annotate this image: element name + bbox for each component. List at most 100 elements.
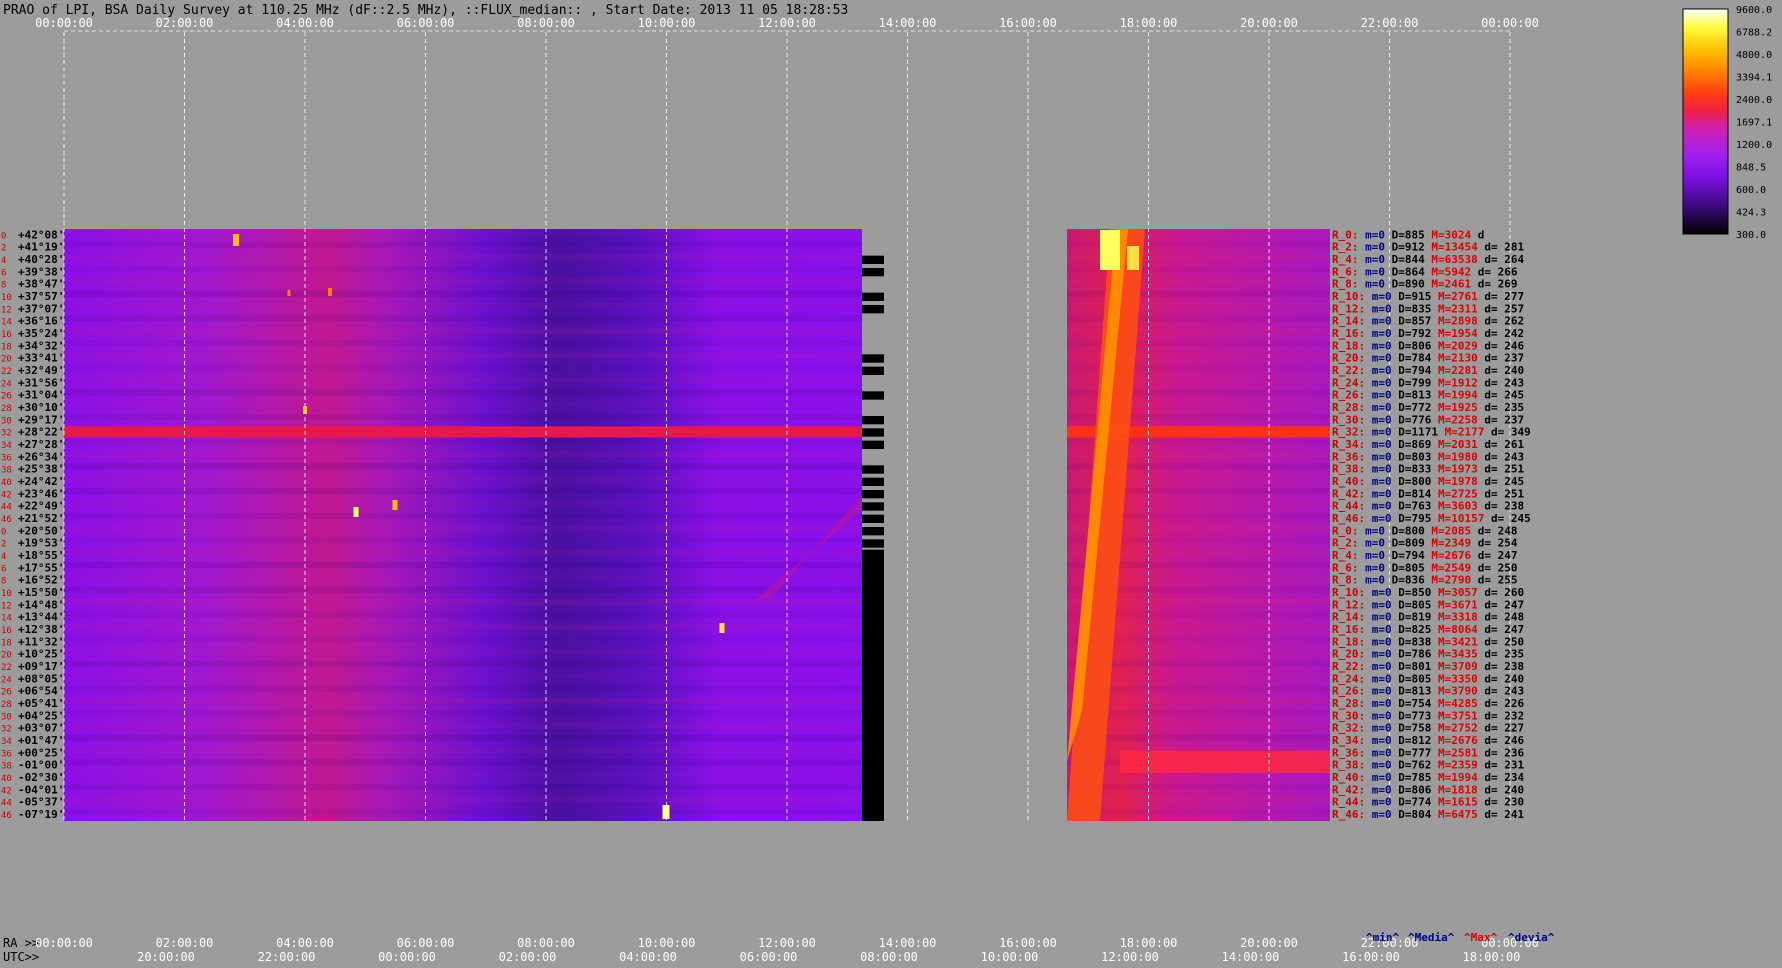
row-band [1067,229,1330,236]
hot-spot [233,234,239,246]
stats-row: R_4: m=0 D=794 M=2676 d= 247 [1332,549,1517,562]
utc-tick: 18:00:00 [1463,950,1521,964]
row-band [64,364,862,371]
row-index-label: 6 [1,564,6,574]
hot-spot [287,290,291,296]
row-band [64,438,862,445]
gap-bar [862,255,884,264]
ra-tick-bottom: 00:00:00 [35,936,93,950]
declination-label: +38°47' [18,278,64,291]
declination-label: +08°05' [18,672,64,685]
gap-bar [862,354,884,363]
row-band [64,586,862,593]
stats-row: R_24: m=0 D=799 M=1912 d= 243 [1332,376,1524,389]
declination-label: +30°10' [18,401,64,414]
row-band [1067,451,1330,458]
stats-row: R_10: m=0 D=850 M=3057 d= 260 [1332,586,1524,599]
row-index-label: 0 [1,527,6,537]
colorbar-tick: 4800.0 [1736,50,1772,61]
ra-tick-bottom: 06:00:00 [397,936,455,950]
row-index-label: 24 [1,675,12,685]
row-index-label: 18 [1,638,12,648]
row-band [64,537,862,544]
stats-row: R_42: m=0 D=806 M=1818 d= 240 [1332,783,1524,796]
declination-label: +16°52' [18,574,64,587]
row-band [64,562,862,569]
stats-row: R_26: m=0 D=813 M=3790 d= 243 [1332,685,1524,698]
ra-tick-bottom: 08:00:00 [517,936,575,950]
row-index-label: 42 [1,786,12,796]
row-band [1067,747,1330,754]
row-index-label: 10 [1,293,12,303]
row-index-label: 20 [1,355,12,365]
utc-tick: 14:00:00 [1222,950,1280,964]
row-band [64,488,862,495]
row-band [64,611,862,618]
row-band [1067,537,1330,544]
stats-row: R_18: m=0 D=838 M=3421 d= 250 [1332,635,1524,648]
colorbar-tick: 1200.0 [1736,140,1772,151]
ra-tick-bottom: 04:00:00 [276,936,334,950]
data-gap-bars [862,255,884,821]
row-band [1067,290,1330,297]
row-band [1067,784,1330,791]
declination-label: +23°46' [18,487,64,500]
stats-row: R_2: m=0 D=912 M=13454 d= 281 [1332,241,1524,254]
ra-tick-bottom: 02:00:00 [156,936,214,950]
row-band [64,253,862,260]
row-index-label: 38 [1,466,12,476]
row-index-label: 32 [1,429,12,439]
stats-row: R_16: m=0 D=792 M=1954 d= 242 [1332,327,1524,340]
declination-label: +04°25' [18,709,64,722]
utc-tick: 20:00:00 [137,950,195,964]
row-index-label: 32 [1,725,12,735]
ra-tick-top: 02:00:00 [156,16,214,30]
row-band [64,599,862,606]
declination-label: -02°30' [18,771,64,784]
row-band [64,377,862,384]
stats-row: R_26: m=0 D=813 M=1994 d= 245 [1332,389,1524,402]
declination-label: +24°42' [18,475,64,488]
declination-label: +21°52' [18,512,64,525]
row-band [64,241,862,248]
hot-spot [1127,246,1139,270]
row-index-label: 26 [1,392,12,402]
declination-label: +11°32' [18,635,64,648]
gap-bar [862,440,884,449]
stats-legend-item: ^Max^ [1464,931,1497,944]
row-index-label: 46 [1,515,12,525]
row-index-label: 24 [1,379,12,389]
colorbar-tick: 1697.1 [1736,118,1772,129]
stats-row: R_20: m=0 D=784 M=2130 d= 237 [1332,352,1524,365]
stats-row: R_38: m=0 D=762 M=2359 d= 231 [1332,759,1524,772]
row-band [1067,475,1330,482]
row-band [64,710,862,717]
row-index-label: 0 [1,231,6,241]
declination-label: +20°50' [18,524,64,537]
row-band [64,327,862,334]
stats-row: R_12: m=0 D=835 M=2311 d= 257 [1332,302,1524,315]
row-band [1067,512,1330,519]
row-band [1067,660,1330,667]
hot-spot [392,500,398,510]
row-index-label: 16 [1,626,12,636]
utc-tick: 06:00:00 [740,950,798,964]
declination-label: +37°07' [18,302,64,315]
declination-label: +33°41' [18,352,64,365]
gap-bar [862,391,884,400]
gap-bar [862,514,884,523]
ra-tick-top: 10:00:00 [638,16,696,30]
colorbar-tick: 3394.1 [1736,73,1772,84]
row-band [64,475,862,482]
row-band [1067,488,1330,495]
gap-bar [862,477,884,486]
stats-row: R_46: m=0 D=795 M=10157 d= 245 [1332,512,1531,525]
declination-label: +14°48' [18,598,64,611]
row-index-label: 36 [1,749,12,759]
declination-labels: 0 +42°08' 2 +41°19' 4 +40°28' 6 +39°38' 8 +38°47'… [1,228,64,821]
stats-row: R_16: m=0 D=825 M=8064 d= 247 [1332,623,1524,636]
row-index-label: 14 [1,318,12,328]
utc-tick: 02:00:00 [499,950,557,964]
stats-row: R_20: m=0 D=786 M=3435 d= 235 [1332,648,1524,661]
declination-label: +27°28' [18,438,64,451]
